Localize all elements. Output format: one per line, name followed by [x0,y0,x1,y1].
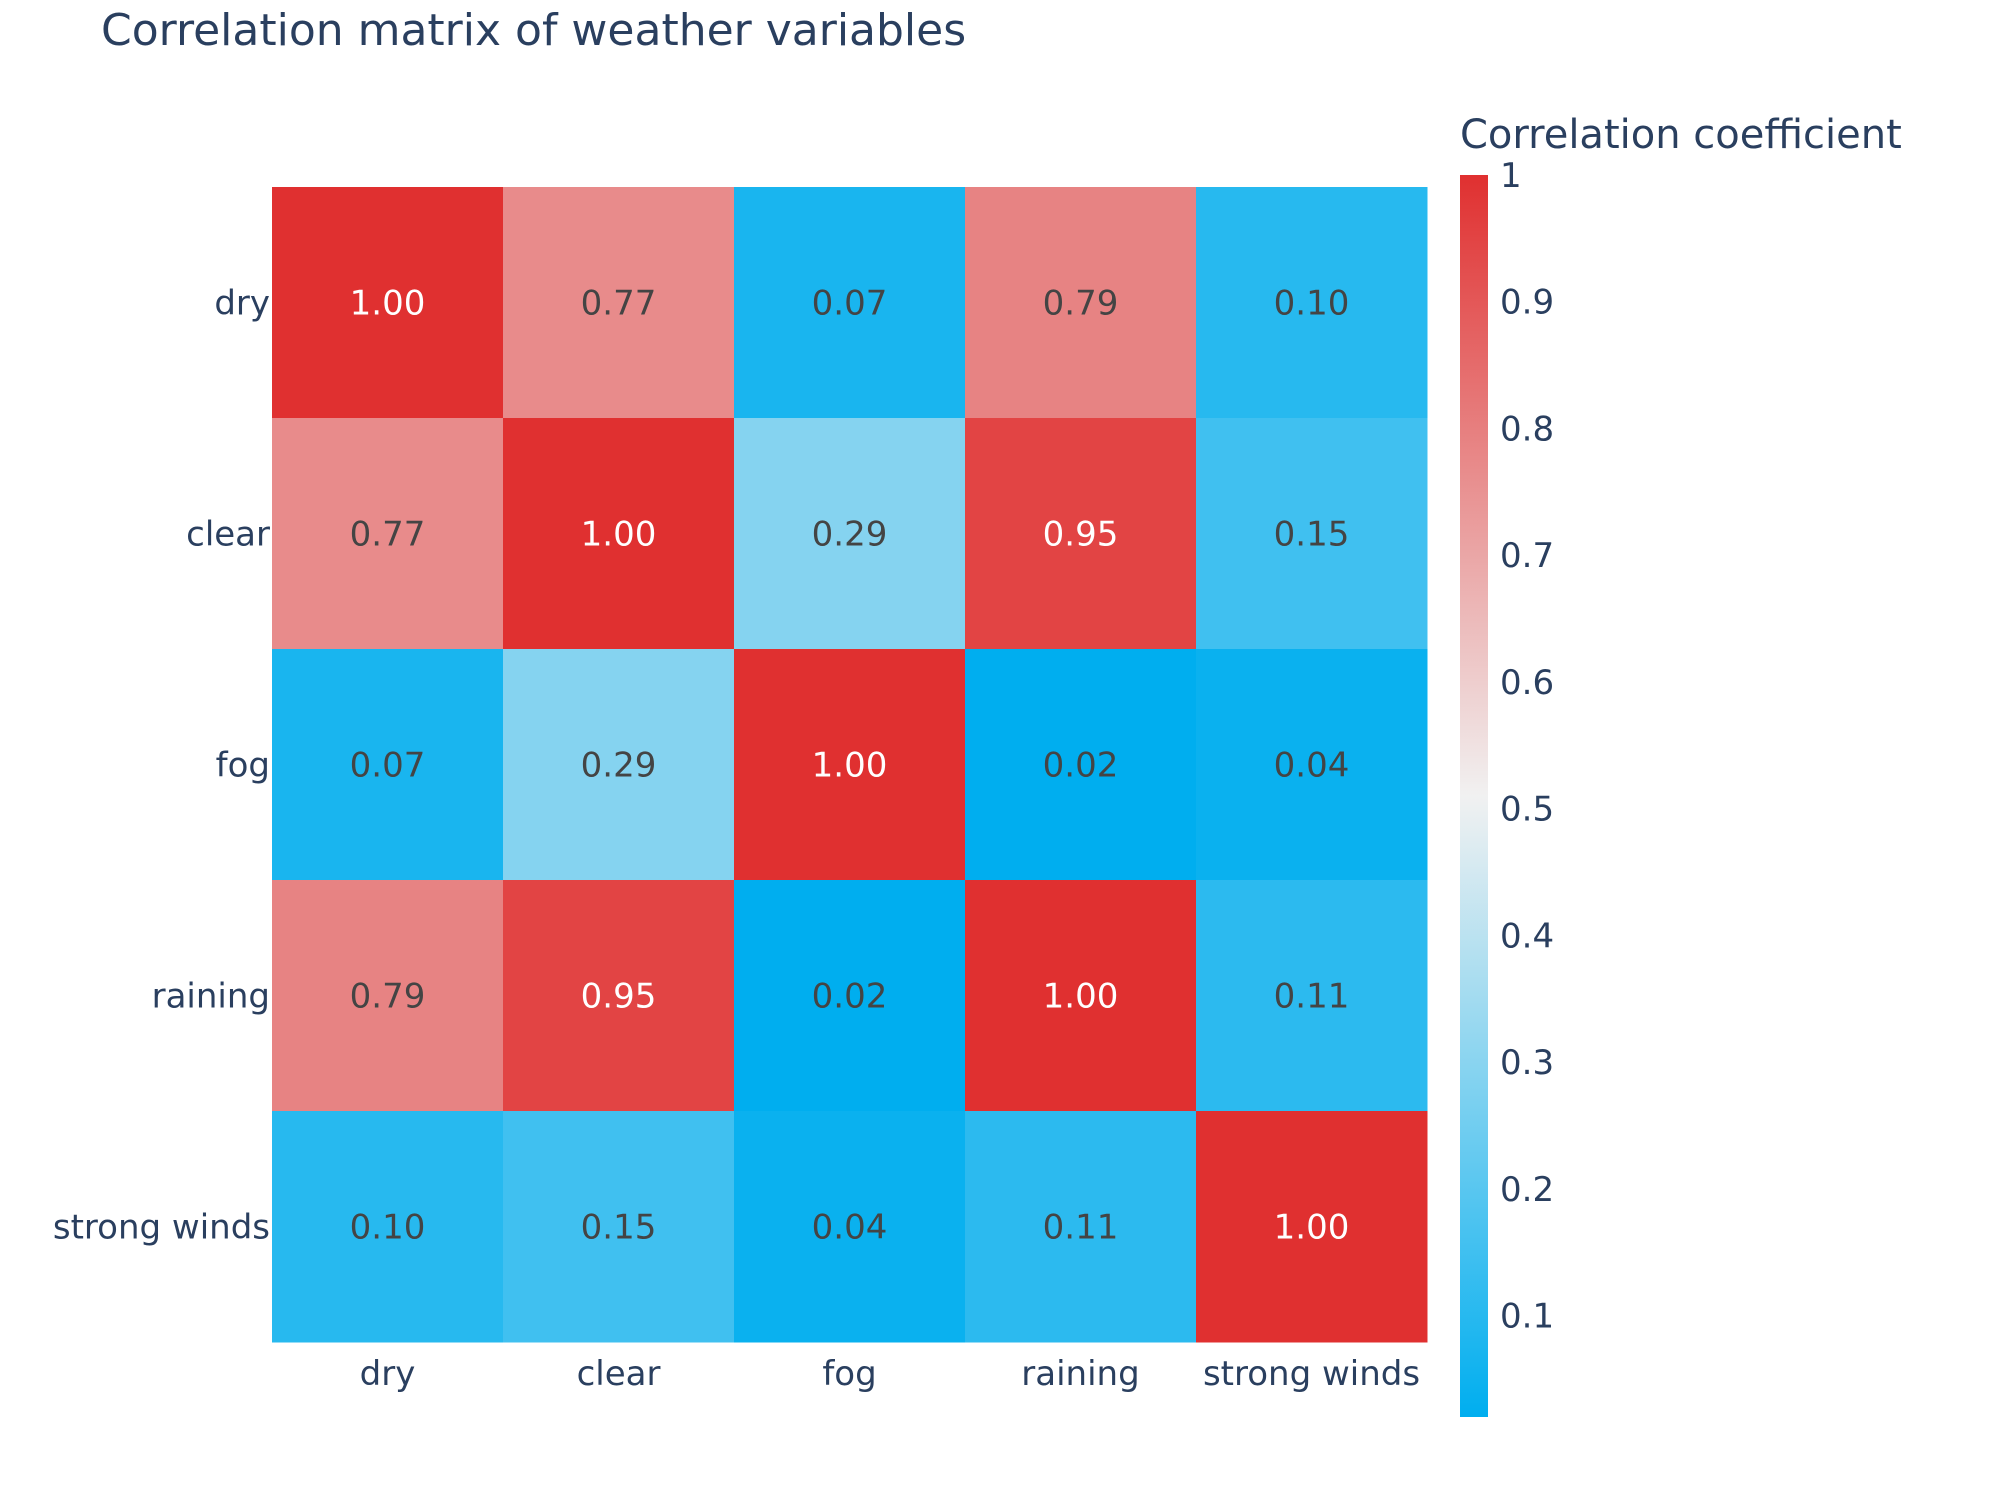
cell-value-label: 0.04 [812,1208,888,1248]
colorbar-tick-label: 0.2 [1500,1170,1554,1210]
colorbar-tick-label: 0.3 [1500,1043,1554,1083]
x-tick-label: fog [822,1354,876,1394]
cell-value-label: 1.00 [812,746,888,786]
heatmap-cell [734,1111,966,1343]
y-tick-label: fog [216,746,270,786]
heatmap-cell [272,418,504,650]
colorbar-tick-label: 0.6 [1500,663,1554,703]
cell-value-label: 0.02 [1043,746,1119,786]
cell-value-label: 0.02 [812,977,888,1017]
cell-value-label: 0.79 [350,977,426,1017]
heatmap-cell [965,1111,1197,1343]
heatmap-cell [734,880,966,1112]
heatmap-cell [272,187,504,419]
colorbar-tick-label: 0.4 [1500,916,1554,956]
colorbar [1460,175,1488,1417]
heatmap-cell-labels: 1.00 0.77 0.07 0.79 0.10 0.77 1.00 0.29 0.95 0.15… [350,284,1350,1248]
heatmap-cell [272,880,504,1112]
heatmap-cell [965,187,1197,419]
cell-value-label: 1.00 [581,515,657,555]
cell-value-label: 0.04 [1274,746,1350,786]
chart-title: Correlation matrix of weather variables [101,5,966,56]
cell-value-label: 0.77 [350,515,426,555]
y-tick-label: dry [214,284,270,324]
cell-value-label: 0.15 [581,1208,657,1248]
cell-value-label: 0.79 [1043,284,1119,324]
heatmap-cells [272,187,1428,1343]
x-tick-label: dry [360,1354,416,1394]
cell-value-label: 0.95 [1043,515,1119,555]
x-axis: dry clear fog raining strong winds [360,1354,1420,1394]
cell-value-label: 0.11 [1274,977,1350,1017]
heatmap-cell [503,187,735,419]
colorbar-tick-label: 0.9 [1500,283,1554,323]
heatmap-cell [503,649,735,881]
heatmap-cell [503,880,735,1112]
heatmap-cell [965,418,1197,650]
cell-value-label: 0.10 [1274,284,1350,324]
y-axis: dry clear fog raining strong winds [53,284,270,1248]
colorbar-tick-label: 0.8 [1500,409,1554,449]
x-tick-label: strong winds [1203,1354,1420,1394]
y-tick-label: raining [152,977,270,1017]
heatmap-cell [503,418,735,650]
colorbar-tick-label: 0.1 [1500,1297,1554,1337]
heatmap-cell [734,418,966,650]
x-tick-label: raining [1021,1354,1139,1394]
heatmap-cell [734,187,966,419]
heatmap-cell [1196,1111,1428,1343]
cell-value-label: 1.00 [1043,977,1119,1017]
cell-value-label: 0.29 [581,746,657,786]
heatmap-cell [965,880,1197,1112]
cell-value-label: 1.00 [1274,1208,1350,1248]
colorbar-tick-label: 1 [1500,156,1522,196]
cell-value-label: 0.77 [581,284,657,324]
heatmap-cell [272,649,504,881]
heatmap-cell [1196,880,1428,1112]
colorbar-title: Correlation coefficient [1460,112,1902,158]
cell-value-label: 0.07 [812,284,888,324]
colorbar-tick-label: 0.7 [1500,536,1554,576]
heatmap-cell [1196,418,1428,650]
cell-value-label: 0.11 [1043,1208,1119,1248]
cell-value-label: 0.95 [581,977,657,1017]
x-tick-label: clear [577,1354,661,1394]
heatmap-cell [1196,187,1428,419]
y-tick-label: strong winds [53,1208,270,1248]
colorbar-ticks: 0.1 0.2 0.3 0.4 0.5 0.6 0.7 0.8 0.9 1 [1500,156,1554,1337]
y-tick-label: clear [186,515,270,555]
heatmap-cell [734,649,966,881]
colorbar-tick-label: 0.5 [1500,790,1554,830]
heatmap-cell [272,1111,504,1343]
cell-value-label: 0.15 [1274,515,1350,555]
cell-value-label: 1.00 [350,284,426,324]
cell-value-label: 0.29 [812,515,888,555]
cell-value-label: 0.07 [350,746,426,786]
heatmap-cell [503,1111,735,1343]
cell-value-label: 0.10 [350,1208,426,1248]
heatmap-cell [965,649,1197,881]
heatmap-cell [1196,649,1428,881]
